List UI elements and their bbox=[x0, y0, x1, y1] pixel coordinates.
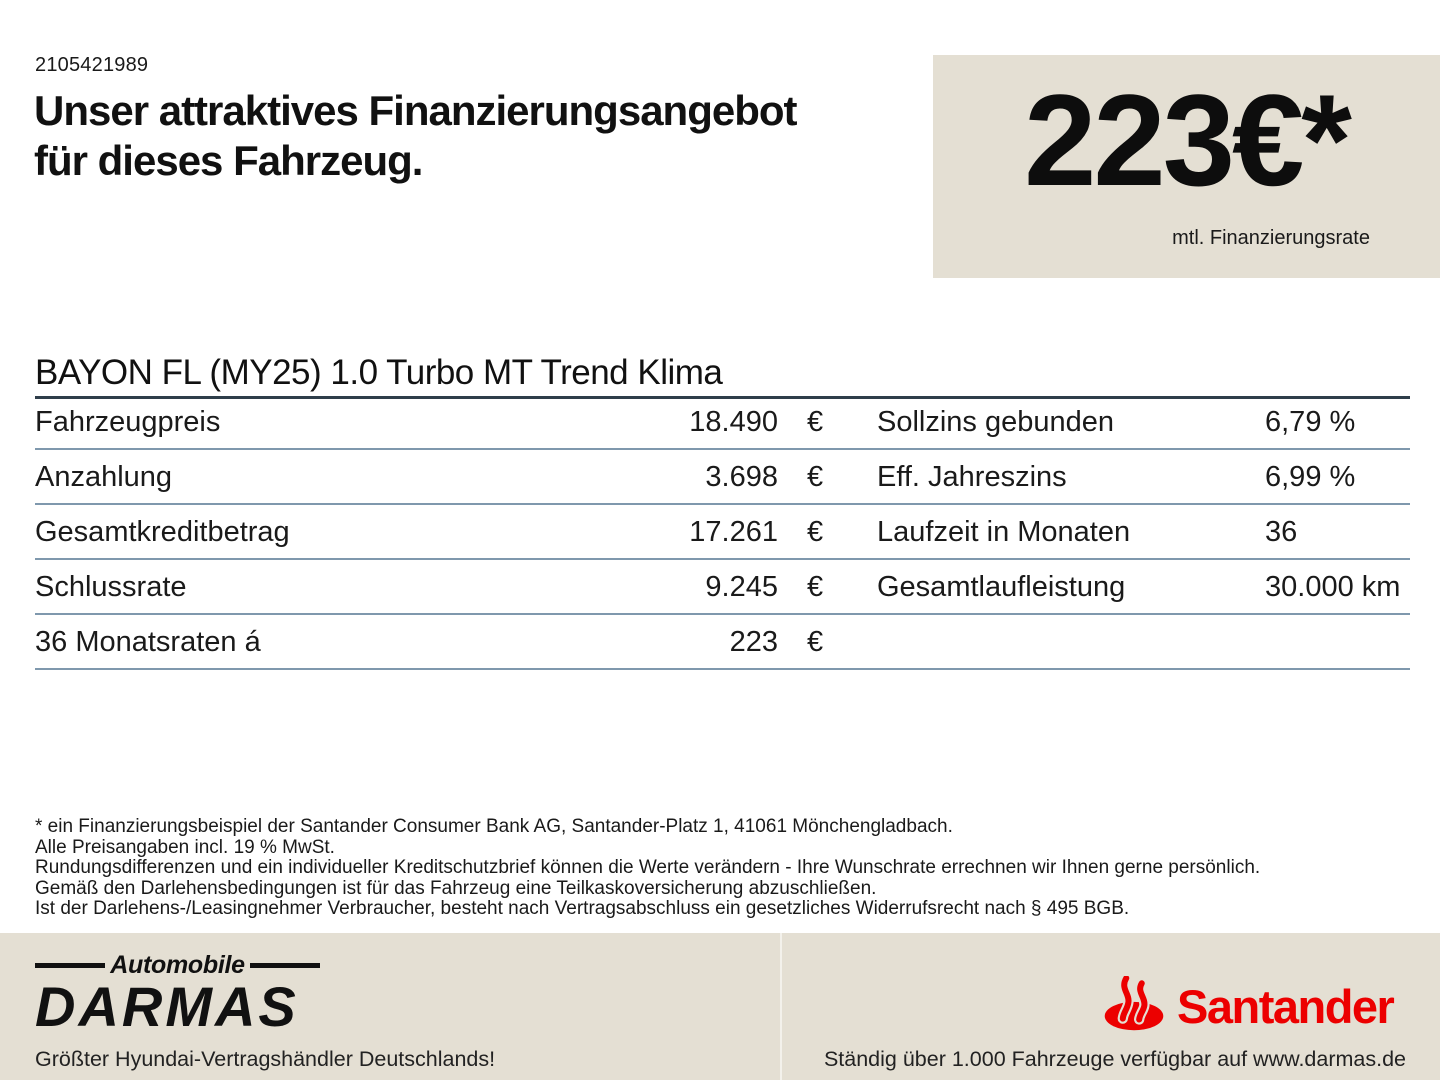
row-label-right: Gesamtlaufleistung bbox=[877, 571, 1126, 603]
table-row: Gesamtkreditbetrag 17.261 € Laufzeit in … bbox=[35, 503, 1410, 560]
santander-wordmark: Santander bbox=[1177, 980, 1395, 1033]
row-label-right: Eff. Jahreszins bbox=[877, 461, 1067, 493]
flame-icon bbox=[1103, 973, 1165, 1037]
row-value-right: 30.000 km bbox=[1265, 571, 1401, 603]
row-value-left: 3.698 bbox=[705, 461, 778, 493]
row-unit-left: € bbox=[807, 516, 824, 548]
fine-print-line: Alle Preisangaben incl. 19 % MwSt. bbox=[35, 836, 335, 858]
row-label-left: 36 Monatsraten á bbox=[35, 626, 261, 658]
fine-print-line: * ein Finanzierungsbeispiel der Santande… bbox=[35, 816, 953, 837]
monthly-rate-panel: 223€* mtl. Finanzierungsrate bbox=[933, 55, 1440, 278]
row-unit-left: € bbox=[807, 406, 824, 438]
darmas-logo-top: Automobile bbox=[35, 951, 320, 980]
row-value-left: 223 bbox=[729, 626, 778, 658]
darmas-rule-left bbox=[35, 963, 106, 968]
footer-seam-divider bbox=[780, 933, 782, 1080]
darmas-automobile-text: Automobile bbox=[110, 951, 245, 979]
row-value-left: 9.245 bbox=[705, 571, 778, 603]
vehicle-title: BAYON FL (MY25) 1.0 Turbo MT Trend Klima bbox=[35, 354, 1410, 399]
row-label-left: Fahrzeugpreis bbox=[35, 406, 221, 438]
fine-print-line: Ist der Darlehens-/Leasingnehmer Verbrau… bbox=[35, 898, 1130, 919]
row-label-left: Anzahlung bbox=[35, 461, 173, 493]
page-title: Unser attraktives Finanzierungsangebot f… bbox=[34, 86, 798, 186]
row-label-right: Laufzeit in Monaten bbox=[877, 516, 1131, 548]
table-row: 36 Monatsraten á 223 € bbox=[35, 613, 1410, 670]
page-title-line2: für dieses Fahrzeug. bbox=[34, 137, 423, 184]
fine-print: * ein Finanzierungsbeispiel der Santande… bbox=[35, 816, 1261, 920]
row-unit-left: € bbox=[807, 571, 824, 603]
row-value-right: 36 bbox=[1265, 516, 1298, 548]
darmas-logo: Automobile DARMAS bbox=[35, 951, 320, 1038]
row-label-left: Gesamtkreditbetrag bbox=[35, 516, 290, 548]
row-value-left: 18.490 bbox=[689, 406, 778, 438]
row-label-right: Sollzins gebunden bbox=[877, 406, 1115, 438]
footer-background bbox=[0, 933, 1440, 1080]
row-unit-left: € bbox=[807, 461, 824, 493]
fine-print-line: Rundungsdifferenzen und ein individuelle… bbox=[35, 857, 1261, 878]
table-row: Fahrzeugpreis 18.490 € Sollzins gebunden… bbox=[35, 393, 1410, 450]
row-label-left: Schlussrate bbox=[35, 571, 187, 603]
darmas-wordmark: DARMAS bbox=[35, 975, 299, 1038]
row-value-left: 17.261 bbox=[689, 516, 778, 548]
darmas-rule-right bbox=[249, 963, 320, 968]
availability-tagline: Ständig über 1.000 Fahrzeuge verfügbar a… bbox=[823, 1047, 1406, 1071]
monthly-rate-caption: mtl. Finanzierungsrate bbox=[1172, 227, 1370, 249]
row-value-right: 6,99 % bbox=[1265, 461, 1356, 493]
row-value-right: 6,79 % bbox=[1265, 406, 1356, 438]
monthly-rate-amount: 223€* bbox=[1024, 67, 1352, 213]
table-row: Schlussrate 9.245 € Gesamtlaufleistung 3… bbox=[35, 558, 1410, 615]
santander-logo: Santander bbox=[1103, 973, 1395, 1037]
offer-id-number: 2105421989 bbox=[35, 54, 149, 76]
fine-print-line: Gemäß den Darlehensbedingungen ist für d… bbox=[35, 877, 877, 899]
table-row: Anzahlung 3.698 € Eff. Jahreszins 6,99 % bbox=[35, 448, 1410, 505]
page-title-line1: Unser attraktives Finanzierungsangebot bbox=[34, 87, 798, 134]
row-unit-left: € bbox=[807, 626, 824, 658]
dealer-tagline: Größter Hyundai-Vertragshändler Deutschl… bbox=[35, 1047, 496, 1071]
